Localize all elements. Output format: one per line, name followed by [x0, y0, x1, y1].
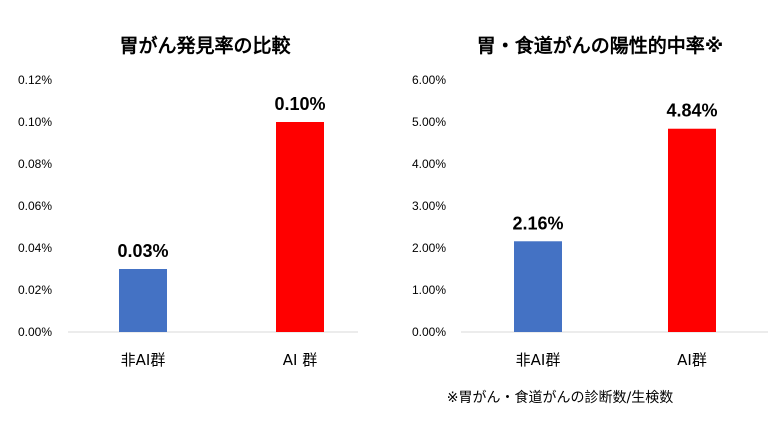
chart-1: 胃がん発見率の比較 0.00% 0.02% 0.04% 0.06% 0.08% 0.10%… — [18, 34, 358, 369]
chart-2-y-ticks: 0.00% 1.00% 2.00% 3.00% 4.00% 5.00% 6.00% — [412, 73, 446, 339]
chart-1-y-tick-label: 0.12% — [18, 73, 52, 87]
chart-1-y-tick-label: 0.02% — [18, 283, 52, 297]
chart-1-data-labels: 0.03% 0.10% — [117, 94, 325, 261]
chart-1-y-tick-label: 0.08% — [18, 157, 52, 171]
chart-2-y-tick-label: 6.00% — [412, 73, 446, 87]
chart-2-y-tick-label: 0.00% — [412, 325, 446, 339]
chart-2-bars — [514, 128, 716, 332]
chart-2-y-tick-label: 1.00% — [412, 283, 446, 297]
chart-1-category-label: 非AI群 — [121, 351, 166, 369]
chart-2-bar — [514, 241, 562, 332]
chart-2: 胃・食道がんの陽性的中率※ 0.00% 1.00% 2.00% 3.00% 4.00% 5… — [412, 34, 768, 406]
chart-2-data-label: 4.84% — [666, 101, 717, 121]
chart-1-category-labels: 非AI群 AI 群 — [121, 351, 318, 369]
chart-2-data-label: 2.16% — [512, 213, 563, 233]
chart-1-y-tick-label: 0.06% — [18, 199, 52, 213]
chart-2-data-labels: 2.16% 4.84% — [512, 101, 717, 234]
chart-1-data-label: 0.10% — [274, 94, 325, 114]
chart-2-y-tick-label: 2.00% — [412, 241, 446, 255]
chart-1-y-tick-label: 0.04% — [18, 241, 52, 255]
chart-1-y-tick-label: 0.10% — [18, 115, 52, 129]
chart-2-title: 胃・食道がんの陽性的中率※ — [477, 34, 723, 57]
chart-1-y-tick-label: 0.00% — [18, 325, 52, 339]
chart-1-bar — [119, 269, 167, 332]
chart-2-y-tick-label: 3.00% — [412, 199, 446, 213]
chart-2-footnote: ※胃がん・食道がんの診断数/生検数 — [447, 389, 673, 406]
chart-1-category-label: AI 群 — [283, 351, 317, 369]
chart-2-y-tick-label: 4.00% — [412, 157, 446, 171]
chart-1-bars — [119, 122, 324, 332]
chart-2-bar — [668, 128, 716, 332]
chart-2-category-label: 非AI群 — [516, 351, 561, 369]
chart-1-data-label: 0.03% — [117, 241, 168, 261]
chart-1-y-ticks: 0.00% 0.02% 0.04% 0.06% 0.08% 0.10% 0.12% — [18, 73, 52, 339]
chart-2-category-label: AI群 — [677, 351, 707, 369]
chart-2-y-tick-label: 5.00% — [412, 115, 446, 129]
chart-1-bar — [276, 122, 324, 332]
chart-2-category-labels: 非AI群 AI群 — [516, 351, 707, 369]
chart-1-title: 胃がん発見率の比較 — [119, 34, 291, 57]
